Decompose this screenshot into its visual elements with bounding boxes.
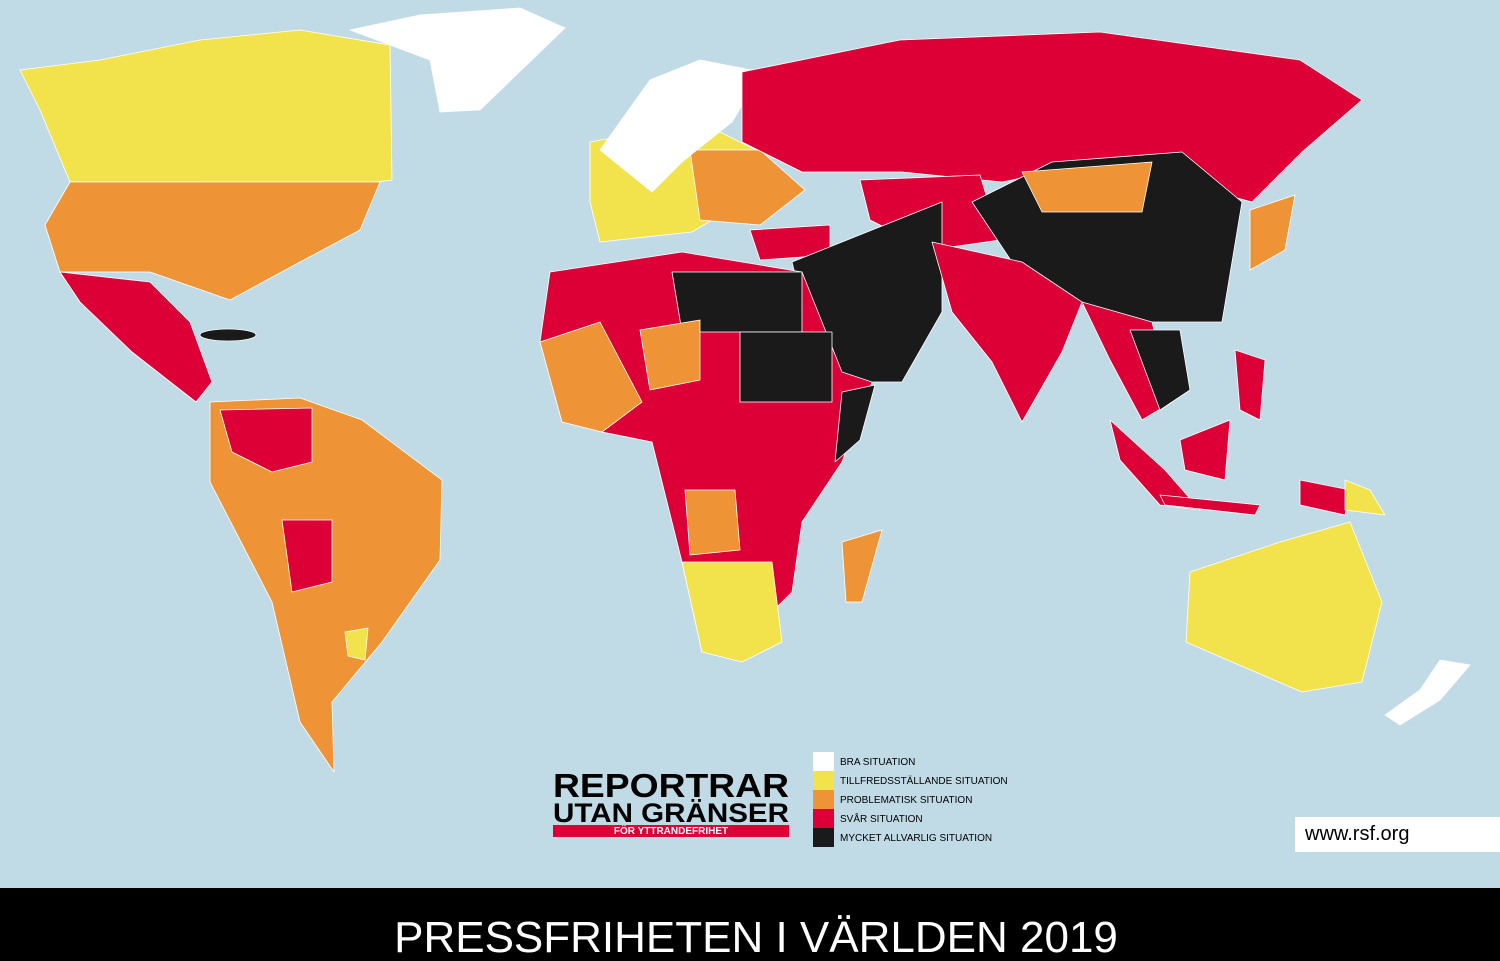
title: PRESSFRIHETEN I VÄRLDEN 2019	[394, 913, 1118, 961]
bolivia	[281, 519, 333, 593]
logo-line1: REPORTRAR	[553, 767, 789, 804]
canada	[19, 29, 393, 193]
url-box	[1295, 817, 1500, 852]
japan	[1249, 194, 1296, 271]
eastern-europe	[689, 149, 806, 226]
uruguay	[344, 627, 369, 661]
central-america	[59, 271, 213, 403]
borneo	[1179, 419, 1231, 481]
angola	[684, 489, 741, 556]
legend-swatch	[813, 771, 834, 790]
usa	[44, 181, 381, 301]
legend-swatch	[813, 828, 834, 847]
legend: BRA SITUATION TILLFREDSSTÄLLANDE SITUATIO…	[813, 752, 1008, 847]
southern-africa	[681, 561, 783, 663]
philippines	[1234, 349, 1266, 421]
niger	[639, 319, 701, 391]
logo-tagline: FÖR YTTRANDEFRIHET	[614, 824, 728, 837]
url: www.rsf.org	[1304, 823, 1409, 845]
west-africa	[539, 321, 643, 433]
mongolia	[1021, 161, 1153, 213]
logo-band	[553, 825, 789, 837]
legend-swatch	[813, 790, 834, 809]
legend-label: TILLFREDSSTÄLLANDE SITUATION	[840, 775, 1008, 787]
papua	[1299, 479, 1351, 516]
title-bar	[0, 888, 1500, 961]
legend-swatch	[813, 809, 834, 828]
new-zealand	[1384, 659, 1471, 726]
australia	[1185, 521, 1383, 693]
somalia	[834, 384, 876, 463]
cuba	[199, 328, 257, 342]
sudan	[739, 331, 833, 403]
legend-label: MYCKET ALLVARLIG SITUATION	[840, 833, 992, 844]
venezuela-colombia	[219, 407, 313, 473]
logo: REPORTRAR UTAN GRÄNSER FÖR YTTRANDEFRIHE…	[553, 767, 789, 837]
legend-label: PROBLEMATISK SITUATION	[840, 795, 972, 806]
legend-label: BRA SITUATION	[840, 757, 915, 768]
legend-swatch	[813, 752, 834, 771]
india	[931, 241, 1083, 423]
legend-label: SVÅR SITUATION	[840, 812, 923, 825]
vietnam-laos	[1129, 329, 1191, 411]
java	[1159, 494, 1261, 516]
papua-new-guinea	[1344, 479, 1386, 516]
south-america	[209, 397, 443, 773]
russia	[741, 31, 1363, 203]
sumatra	[1109, 419, 1201, 511]
logo-line2: UTAN GRÄNSER	[553, 798, 789, 828]
madagascar	[841, 529, 883, 603]
greenland	[349, 7, 566, 113]
countries	[19, 7, 1471, 773]
